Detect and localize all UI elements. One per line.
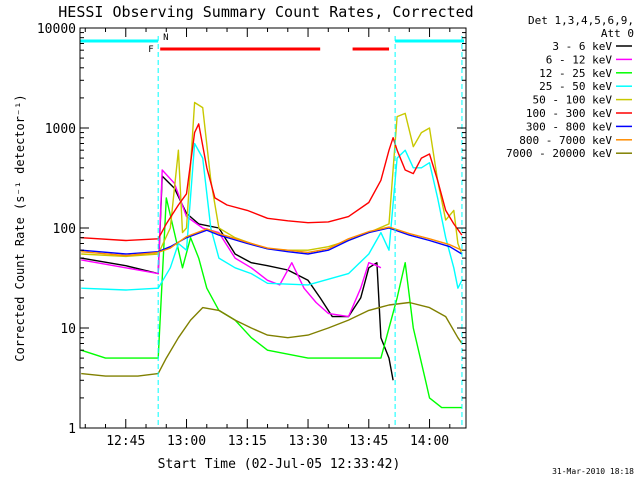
observing-flags: NF bbox=[80, 33, 464, 55]
series-line-1 bbox=[81, 169, 382, 318]
legend-label: 6 - 12 keV bbox=[546, 53, 613, 66]
x-axis-label: Start Time (02-Jul-05 12:33:42) bbox=[158, 457, 401, 472]
series-line-8 bbox=[81, 301, 463, 377]
y-axis-label: Corrected Count Rate (s⁻¹ detector⁻¹) bbox=[13, 94, 27, 361]
x-axis: 12:45 13:00 13:15 13:30 13:45 14:00 bbox=[84, 28, 451, 449]
legend-label: 25 - 50 keV bbox=[539, 80, 612, 93]
night-boundary-lines bbox=[157, 36, 463, 428]
night-flag-label: N bbox=[163, 33, 168, 43]
series-line-0 bbox=[81, 175, 394, 381]
series-line-5 bbox=[81, 123, 463, 242]
chart-title: HESSI Observing Summary Count Rates, Cor… bbox=[58, 3, 473, 21]
legend-header-attenuator: Att 0 bbox=[601, 27, 634, 40]
series-line-7 bbox=[81, 226, 463, 257]
series-line-3 bbox=[81, 142, 463, 291]
y-tick-label: 10000 bbox=[37, 22, 76, 37]
y-axis: 1 10 100 1000 10000 bbox=[37, 22, 466, 437]
series-line-2 bbox=[80, 197, 462, 409]
y-tick-label: 10 bbox=[60, 322, 76, 337]
legend-label: 12 - 25 keV bbox=[539, 67, 612, 80]
series-layer bbox=[80, 101, 463, 409]
legend-label: 3 - 6 keV bbox=[552, 40, 612, 53]
series-line-4 bbox=[81, 101, 463, 258]
x-tick-label: 13:30 bbox=[288, 434, 327, 449]
legend-label: 7000 - 20000 keV bbox=[506, 147, 612, 160]
y-tick-label: 1000 bbox=[45, 122, 76, 137]
x-tick-label: 13:15 bbox=[228, 434, 267, 449]
legend-header-detectors: Det 1,3,4,5,6,9, bbox=[528, 14, 634, 27]
x-tick-label: 13:00 bbox=[167, 434, 206, 449]
legend-label: 50 - 100 keV bbox=[533, 94, 613, 107]
x-tick-label: 13:45 bbox=[349, 434, 388, 449]
legend-label: 100 - 300 keV bbox=[526, 107, 612, 120]
y-tick-label: 100 bbox=[53, 222, 76, 237]
x-tick-label: 12:45 bbox=[106, 434, 145, 449]
legend-label: 300 - 800 keV bbox=[526, 120, 612, 133]
flare-flag-label: F bbox=[148, 45, 153, 55]
legend-label: 800 - 7000 keV bbox=[519, 134, 612, 147]
x-tick-label: 14:00 bbox=[410, 434, 449, 449]
footer-date: 31-Mar-2010 18:18 bbox=[552, 467, 634, 476]
y-tick-label: 1 bbox=[68, 422, 76, 437]
series-line-6 bbox=[81, 227, 463, 255]
